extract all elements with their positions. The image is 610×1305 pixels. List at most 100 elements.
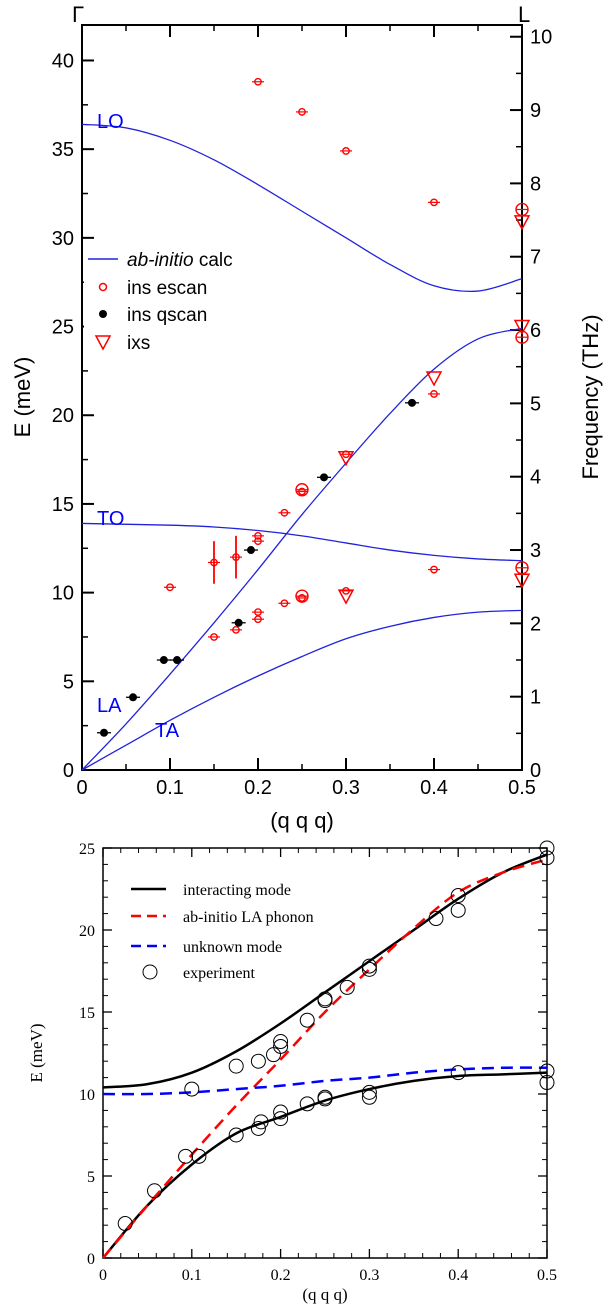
legend-escan-marker [98, 282, 108, 292]
legend-ixs-marker [94, 335, 112, 351]
experiment-point [250, 1120, 266, 1136]
bottom-ytick-label: 15 [79, 1005, 95, 1022]
experiment-point [191, 1148, 207, 1164]
experiment-point [178, 1148, 194, 1164]
experiment-point [450, 888, 466, 904]
ab-initio-la-curve [102, 858, 548, 1259]
l-label: L [518, 2, 530, 27]
top-ytick-right-label: 1 [530, 687, 541, 709]
top-plot-frame [81, 24, 523, 771]
bottom-ytick-label: 10 [79, 1087, 95, 1104]
ixs-point [513, 319, 531, 336]
experiment-point [539, 1075, 555, 1091]
top-ytick-right-label: 6 [530, 320, 541, 342]
calc-branch-la [81, 327, 523, 771]
experiment-point [361, 958, 377, 974]
legend-la-label: ab-initio LA phonon [183, 909, 314, 926]
top-ytick-right-label: 7 [530, 247, 541, 269]
top-xtick-label: 0.2 [244, 777, 272, 799]
legend-calc-text: calc [194, 250, 233, 271]
experiment-point [450, 1065, 466, 1081]
legend-calc-label: ab-initio calc [127, 250, 233, 271]
top-ytick-right-label: 0 [530, 760, 541, 782]
top-ytick-label: 40 [52, 50, 74, 72]
experiment-point [539, 840, 555, 856]
qscan-point [408, 398, 416, 407]
bottom-xtick-label: 0.3 [359, 1267, 379, 1284]
branch-label-ta: TA [155, 720, 180, 742]
bottom-xtick-label: 0 [99, 1267, 107, 1284]
experiment-point [361, 1089, 377, 1105]
legend-qscan-label: ins qscan [127, 305, 207, 326]
bottom-xtick-label: 0.1 [182, 1267, 202, 1284]
top-xtick-label: 0.3 [332, 777, 360, 799]
legend-calc-italic: ab-initio [127, 250, 194, 271]
experiment-point [317, 991, 333, 1007]
bottom-legend: interacting mode ab-initio LA phonon unk… [131, 882, 314, 982]
bottom-xtick-label: 0.4 [448, 1267, 468, 1284]
top-ytick-right-label: 8 [530, 173, 541, 195]
legend-interacting-label: interacting mode [183, 882, 291, 899]
experiment-point [273, 1111, 289, 1127]
experiment-point [299, 1096, 315, 1112]
interacting-mode-curve [102, 853, 548, 1089]
experiment-point [253, 1114, 269, 1130]
ixs-point [513, 573, 531, 589]
branch-label-lo: LO [97, 111, 124, 133]
top-ytick-right-label: 9 [530, 100, 541, 122]
legend-escan-label: ins escan [127, 278, 207, 299]
experiment-point [117, 1216, 133, 1232]
top-ytick-label: 30 [52, 228, 74, 250]
qscan-point [159, 656, 168, 665]
experiment-point [265, 1047, 281, 1063]
qscan-point [234, 618, 243, 627]
top-ytick-right-label: 2 [530, 613, 541, 635]
bottom-ytick-label: 20 [79, 923, 95, 940]
bottom-xtick-label: 0.2 [271, 1267, 291, 1284]
bottom-ylabel: E (meV) [27, 1023, 46, 1082]
experiment-point [250, 1053, 266, 1069]
legend-unknown-label: unknown mode [183, 939, 282, 956]
bottom-panel: 0 0.1 0.2 0.3 0.4 0.5 0 5 10 15 20 25 E (meV) (q q … [27, 840, 557, 1304]
top-panel: 0 0.1 0.2 0.3 0.4 0.5051015202530354001234567… [10, 2, 603, 833]
qscan-point [129, 693, 138, 702]
bottom-xtick-label: 0.5 [537, 1267, 557, 1284]
top-ytick-right-label: 3 [530, 540, 541, 562]
top-ylabel-right: Frequency (THz) [578, 314, 603, 479]
experiment-point [428, 911, 444, 927]
experiment-point [339, 979, 355, 995]
calc-branch-ta [81, 609, 523, 771]
branch-label-la: LA [97, 695, 122, 717]
experiment-point [228, 1127, 244, 1143]
calc-branch-lo [81, 123, 523, 293]
top-xtick-label: 0.1 [156, 777, 184, 799]
experiment-point [147, 1183, 163, 1199]
branch-label-to: TO [97, 508, 124, 530]
experiment-point [273, 1104, 289, 1120]
bottom-ytick-label: 25 [79, 841, 95, 858]
bottom-plot-frame [102, 847, 548, 1259]
experiment-point [539, 850, 555, 866]
top-ytick-label: 20 [52, 405, 74, 427]
top-ytick-label: 5 [63, 671, 74, 693]
top-ylabel: E (meV) [10, 357, 35, 438]
experiment-point [273, 1038, 289, 1054]
legend-ixs-label: ixs [127, 333, 150, 354]
experiment-point [184, 1081, 200, 1097]
experiment-point [361, 1084, 377, 1100]
top-ytick-label: 0 [63, 760, 74, 782]
top-xtick-label: 0 [76, 777, 87, 799]
qscan-point [246, 546, 255, 555]
top-ytick-label: 25 [52, 317, 74, 339]
top-xtick-label: 0.4 [420, 777, 448, 799]
calc-branch-to [81, 522, 523, 562]
top-ytick-right-label: 4 [530, 467, 541, 489]
top-ytick-label: 10 [52, 583, 74, 605]
bottom-xlabel: (q q q) [302, 1285, 347, 1304]
gamma-label: Γ [72, 2, 84, 27]
experiment-point [361, 961, 377, 977]
ixs-point [337, 451, 355, 467]
legend-experiment-label: experiment [183, 965, 256, 982]
top-ytick-right-label: 5 [530, 393, 541, 415]
qscan-point [320, 473, 328, 482]
